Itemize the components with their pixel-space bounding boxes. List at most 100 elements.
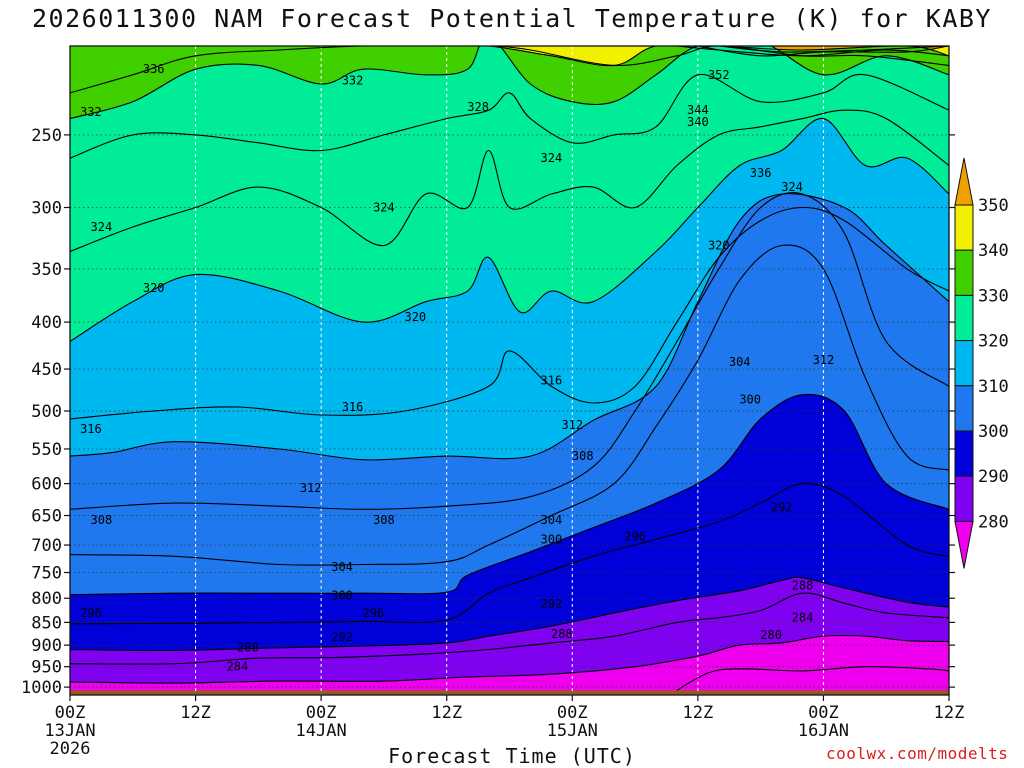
contour-label-320: 320 bbox=[708, 238, 730, 252]
contour-label-284: 284 bbox=[792, 611, 814, 625]
x-tick-label: 00Z bbox=[306, 703, 337, 723]
y-tick-label: 950 bbox=[31, 658, 62, 678]
colorbar: 350 340 330 320 310 300 290 280 bbox=[954, 157, 1009, 569]
contour-label-332: 332 bbox=[342, 73, 364, 87]
contour-label-288: 288 bbox=[792, 579, 814, 593]
contour-label-284: 284 bbox=[227, 660, 249, 674]
x-tick-label: 12Z bbox=[180, 703, 211, 723]
colorbar-label: 280 bbox=[978, 512, 1009, 532]
y-tick-label: 250 bbox=[31, 126, 62, 146]
colorbar-label: 290 bbox=[978, 467, 1009, 487]
contour-label-320: 320 bbox=[143, 281, 165, 295]
colorbar-label: 300 bbox=[978, 422, 1009, 442]
contour-label-292: 292 bbox=[541, 597, 563, 611]
colorbar-segment bbox=[954, 340, 974, 387]
x-tick-label: 12Z bbox=[431, 703, 462, 723]
contour-344 bbox=[676, 46, 949, 57]
contour-284 bbox=[70, 634, 949, 684]
y-tick-label: 750 bbox=[31, 564, 62, 584]
contour-label-288: 288 bbox=[237, 640, 259, 654]
contour-label-288: 288 bbox=[551, 627, 573, 641]
contour-288 bbox=[70, 592, 949, 665]
x-axis-title: Forecast Time (UTC) bbox=[388, 744, 636, 768]
contour-352 bbox=[718, 46, 949, 53]
plot-frame bbox=[69, 45, 950, 696]
y-tick-label: 300 bbox=[31, 199, 62, 219]
contour-280 bbox=[676, 666, 949, 691]
contour-308 bbox=[70, 191, 949, 510]
colorbar-segment bbox=[954, 294, 974, 342]
contour-label-304: 304 bbox=[729, 355, 751, 369]
colorbar-segment bbox=[954, 430, 974, 477]
contour-label-308: 308 bbox=[91, 513, 113, 527]
contour-label-316: 316 bbox=[541, 373, 563, 387]
x-tick-label: 00Z bbox=[55, 703, 86, 723]
contour-label-324: 324 bbox=[781, 180, 803, 194]
contour-label-312: 312 bbox=[300, 481, 322, 495]
contour-300 bbox=[70, 393, 949, 596]
contour-296 bbox=[70, 482, 949, 625]
contour-label-312: 312 bbox=[813, 353, 835, 367]
contour-label-300: 300 bbox=[331, 589, 353, 603]
axes: 250 300 350 400 450 500 550 600 650 700 750 800 850 9… bbox=[21, 126, 964, 759]
contour-label-344: 344 bbox=[687, 103, 709, 117]
contour-label-312: 312 bbox=[561, 418, 583, 432]
x-tick-label: 12Z bbox=[934, 703, 965, 723]
y-tick-label: 450 bbox=[31, 360, 62, 380]
y-tick-label: 1000 bbox=[21, 678, 62, 698]
y-tick-label: 500 bbox=[31, 402, 62, 422]
ground-layer bbox=[70, 690, 949, 695]
contour-label-352: 352 bbox=[708, 68, 730, 82]
colorbar-label: 330 bbox=[978, 286, 1009, 306]
contour-316 bbox=[70, 206, 949, 420]
contour-label-292: 292 bbox=[771, 500, 793, 514]
contour-label-320: 320 bbox=[404, 310, 426, 324]
x-tick-date: 16JAN bbox=[798, 721, 849, 741]
contour-label-308: 308 bbox=[572, 449, 594, 463]
contour-lines bbox=[70, 46, 949, 691]
contour-label-324: 324 bbox=[541, 151, 563, 165]
credit-link[interactable]: coolwx.com/modelts bbox=[826, 744, 1009, 763]
colorbar-label: 350 bbox=[978, 196, 1009, 216]
x-tick-label: 00Z bbox=[808, 703, 839, 723]
y-tick-label: 550 bbox=[31, 440, 62, 460]
contour-label-300: 300 bbox=[541, 532, 563, 546]
y-tick-label: 650 bbox=[31, 507, 62, 527]
y-tick-label: 850 bbox=[31, 613, 62, 633]
contour-label-296: 296 bbox=[80, 606, 102, 620]
contour-label-324: 324 bbox=[91, 220, 113, 234]
colorbar-label: 320 bbox=[978, 332, 1009, 352]
y-tick-label: 800 bbox=[31, 589, 62, 609]
potential-temperature-bands bbox=[70, 46, 949, 695]
terrain-surface bbox=[70, 690, 949, 695]
contour-label-328: 328 bbox=[467, 100, 489, 114]
x-tick-year: 2026 bbox=[50, 739, 91, 759]
colorbar-segment bbox=[954, 385, 974, 432]
contour-label-296: 296 bbox=[363, 606, 385, 620]
colorbar-segment bbox=[954, 249, 974, 296]
x-tick-date: 14JAN bbox=[296, 721, 347, 741]
contour-label-324: 324 bbox=[373, 201, 395, 215]
contour-label-304: 304 bbox=[331, 560, 353, 574]
contour-320 bbox=[70, 118, 949, 342]
contour-label-316: 316 bbox=[342, 400, 364, 414]
colorbar-segment bbox=[954, 475, 974, 522]
chart-title: 2026011300 NAM Forecast Potential Temper… bbox=[32, 4, 992, 33]
x-tick-date: 15JAN bbox=[547, 721, 598, 741]
y-tick-label: 400 bbox=[31, 313, 62, 333]
contour-label-292: 292 bbox=[331, 630, 353, 644]
contour-label-296: 296 bbox=[624, 529, 646, 543]
contour-label-336: 336 bbox=[143, 62, 165, 76]
colorbar-label: 340 bbox=[978, 241, 1009, 261]
colorbar-bottom-arrow bbox=[954, 520, 974, 569]
colorbar-top-arrow bbox=[954, 157, 974, 206]
x-tick-date: 13JAN bbox=[44, 721, 95, 741]
x-tick-label: 12Z bbox=[682, 703, 713, 723]
contour-328 bbox=[70, 73, 949, 159]
contour-label-340: 340 bbox=[687, 115, 709, 129]
contour-label-332: 332 bbox=[80, 105, 102, 119]
band-below-284 bbox=[70, 635, 949, 695]
contour-324 bbox=[70, 109, 949, 253]
